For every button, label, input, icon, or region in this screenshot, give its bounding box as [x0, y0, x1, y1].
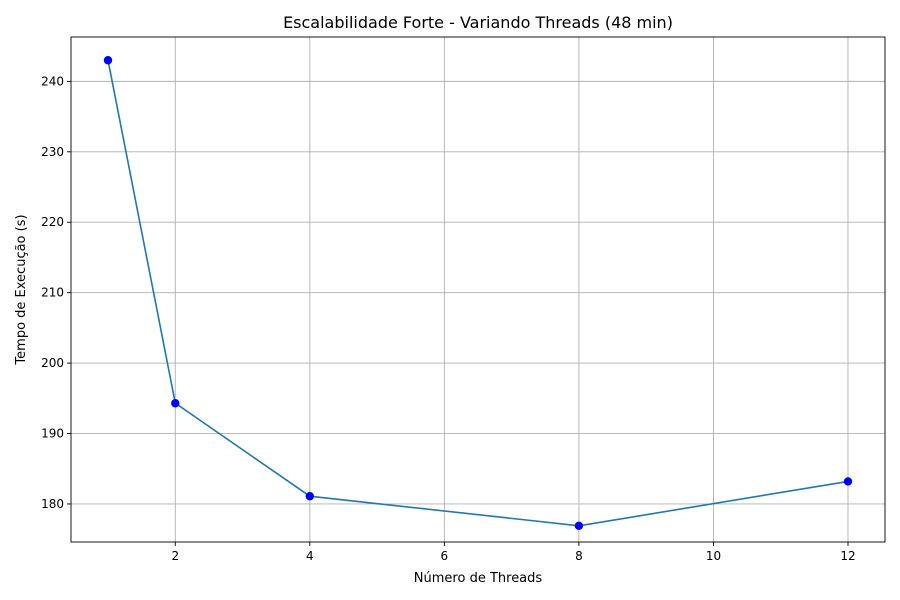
x-tick-label: 8	[575, 549, 583, 563]
series-layer	[103, 56, 853, 531]
x-tick-label: 4	[306, 549, 314, 563]
y-tick-label: 220	[41, 215, 64, 229]
data-point	[305, 492, 315, 501]
y-tick-label: 210	[41, 286, 64, 300]
data-point	[574, 521, 584, 531]
x-axis-label: Número de Threads	[414, 571, 543, 586]
data-point	[843, 477, 853, 486]
y-tick-label: 230	[41, 145, 64, 159]
y-axis: 180 190 200 210 220 230 240	[41, 74, 71, 511]
plot-frame	[70, 36, 886, 543]
x-axis: 2 4 6 8 10 12	[171, 542, 856, 563]
y-tick-label: 180	[41, 497, 64, 511]
data-point	[103, 56, 113, 65]
x-tick-label: 2	[171, 549, 179, 563]
y-tick-label: 240	[41, 74, 64, 88]
x-tick-label: 12	[840, 549, 855, 563]
chart-title: Escalabilidade Forte - Variando Threads …	[283, 13, 673, 32]
grid	[71, 37, 885, 542]
data-point	[171, 399, 180, 408]
y-tick-label: 190	[41, 427, 64, 441]
y-tick-label: 200	[41, 356, 64, 370]
x-tick-label: 6	[441, 549, 449, 563]
x-tick-label: 10	[706, 549, 721, 563]
y-axis-label: Tempo de Execução (s)	[14, 214, 29, 365]
